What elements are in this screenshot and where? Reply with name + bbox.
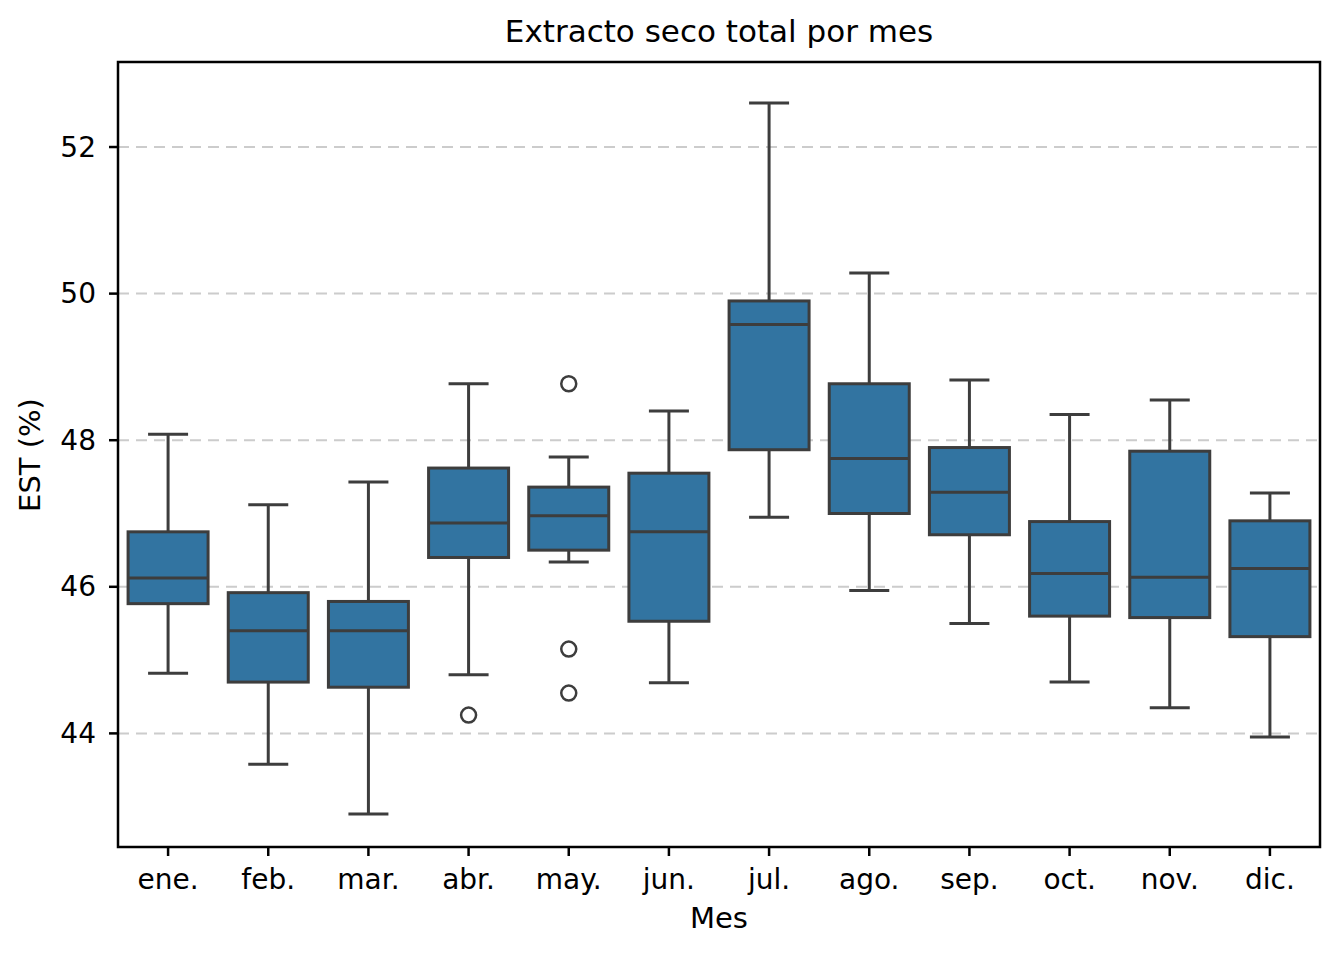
x-tick-label-may: may. — [536, 863, 602, 896]
outlier-may-1 — [561, 642, 576, 657]
y-tick-label-44: 44 — [60, 717, 96, 750]
outlier-abr-0 — [461, 708, 476, 723]
chart-title: Extracto seco total por mes — [505, 13, 933, 49]
y-tick-label-52: 52 — [60, 131, 96, 164]
x-tick-label-nov: nov. — [1141, 863, 1199, 896]
x-tick-label-mar: mar. — [337, 863, 399, 896]
box-dic — [1230, 521, 1310, 637]
x-tick-label-sep: sep. — [940, 863, 999, 896]
x-tick-label-feb: feb. — [241, 863, 295, 896]
x-tick-label-oct: oct. — [1043, 863, 1095, 896]
box-jun — [629, 473, 709, 621]
x-axis-label: Mes — [690, 901, 748, 935]
y-tick-label-50: 50 — [60, 277, 96, 310]
box-abr — [429, 468, 509, 557]
x-tick-label-abr: abr. — [442, 863, 495, 896]
y-tick-label-46: 46 — [60, 570, 96, 603]
box-oct — [1030, 522, 1110, 617]
box-may — [529, 487, 609, 550]
x-tick-label-jun: jun. — [642, 863, 695, 896]
x-tick-label-ene: ene. — [138, 863, 199, 896]
box-nov — [1130, 451, 1210, 617]
x-tick-label-dic: dic. — [1245, 863, 1295, 896]
box-ago — [829, 384, 909, 514]
box-mar — [328, 601, 408, 687]
x-tick-label-jul: jul. — [747, 863, 790, 896]
y-axis-label: EST (%) — [13, 398, 47, 512]
box-feb — [228, 593, 308, 682]
y-tick-label-48: 48 — [60, 424, 96, 457]
box-ene — [128, 532, 208, 604]
chart-body: 44 46 48 50 52 ene. feb. mar. abr. may. jun. jul. ag… — [60, 62, 1320, 896]
boxplot-figure: Extracto seco total por mes Mes EST (%) … — [0, 0, 1344, 960]
outlier-may-0 — [561, 376, 576, 391]
outlier-may-2 — [561, 686, 576, 701]
x-tick-label-ago: ago. — [839, 863, 899, 896]
chart-canvas: Extracto seco total por mes Mes EST (%) … — [0, 0, 1344, 960]
